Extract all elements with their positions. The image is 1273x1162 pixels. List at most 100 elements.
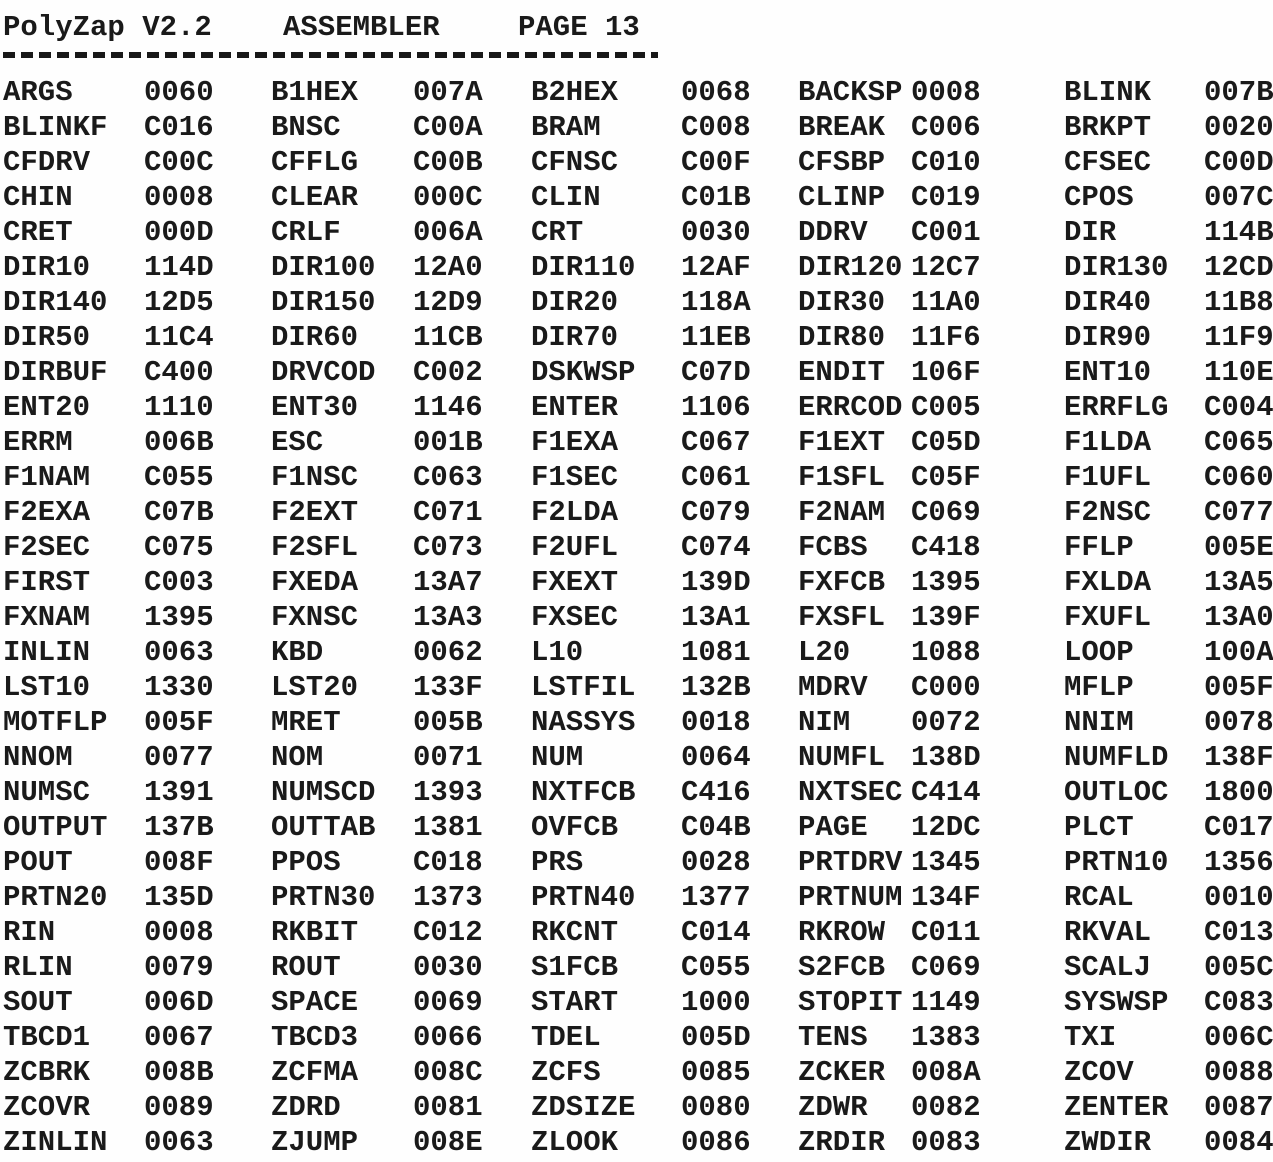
- symbol-address: 118A: [681, 286, 751, 319]
- symbol-name: PLCT: [1064, 811, 1134, 844]
- table-row: BLINKF C016 BNSC C00A BRAM C008 BREAK C006 BRKPT…: [3, 110, 1273, 145]
- symbol-name: RLIN: [3, 951, 73, 984]
- listing-type-label: ASSEMBLER: [283, 11, 440, 44]
- symbol-name: BLINK: [1064, 76, 1152, 109]
- symbol-address: 0008: [144, 916, 214, 949]
- symbol-address: C019: [911, 181, 981, 214]
- symbol-name: STOPIT: [798, 986, 903, 1019]
- symbol-name: CFNSC: [531, 146, 619, 179]
- symbol-address: 11F6: [911, 321, 981, 354]
- table-row: F2SEC C075 F2SFL C073 F2UFL C074 FCBS C418 FFLP 0…: [3, 530, 1273, 565]
- symbol-address: C079: [681, 496, 751, 529]
- table-row: DIR10 114D DIR100 12A0 DIR110 12AF DIR120 12C7 D…: [3, 250, 1273, 285]
- symbol-address: 0069: [413, 986, 483, 1019]
- table-row: ERRM 006B ESC 001B F1EXA C067 F1EXT C05D F1LDA C0…: [3, 425, 1273, 460]
- symbol-name: F2NSC: [1064, 496, 1152, 529]
- symbol-address: 1345: [911, 846, 981, 879]
- symbol-address: 007C: [1204, 181, 1273, 214]
- symbol-name: NUMFLD: [1064, 741, 1169, 774]
- symbol-name: CFSBP: [798, 146, 886, 179]
- symbol-name: CLINP: [798, 181, 886, 214]
- symbol-address: 000C: [413, 181, 483, 214]
- symbol-address: 1081: [681, 636, 751, 669]
- symbol-name: NXTFCB: [531, 776, 636, 809]
- symbol-address: 001B: [413, 426, 483, 459]
- symbol-name: PRTN20: [3, 881, 108, 914]
- symbol-address: 110E: [1204, 356, 1273, 389]
- symbol-address: C04B: [681, 811, 751, 844]
- symbol-address: 1330: [144, 671, 214, 704]
- symbol-name: FXSFL: [798, 601, 886, 634]
- symbol-address: 005B: [413, 706, 483, 739]
- symbol-address: C069: [911, 496, 981, 529]
- symbol-address: C055: [144, 461, 214, 494]
- symbol-name: F1EXT: [798, 426, 886, 459]
- symbol-name: DDRV: [798, 216, 868, 249]
- symbol-name: F2EXT: [271, 496, 359, 529]
- symbol-name: DIR20: [531, 286, 619, 319]
- symbol-name: F2LDA: [531, 496, 619, 529]
- symbol-name: OUTTAB: [271, 811, 376, 844]
- symbol-address: 0060: [144, 76, 214, 109]
- symbol-address: 1088: [911, 636, 981, 669]
- symbol-address: 0066: [413, 1021, 483, 1054]
- symbol-name: CFFLG: [271, 146, 359, 179]
- table-row: NUMSC 1391 NUMSCD 1393 NXTFCB C416 NXTSEC C414 O…: [3, 775, 1273, 810]
- symbol-address: C016: [144, 111, 214, 144]
- symbol-name: PRTNUM: [798, 881, 903, 914]
- symbol-name: L20: [798, 636, 851, 669]
- symbol-address: 0083: [911, 1126, 981, 1159]
- symbol-address: 12A0: [413, 251, 483, 284]
- symbol-name: ENT30: [271, 391, 359, 424]
- symbol-address: 0087: [1204, 1091, 1273, 1124]
- table-row: CRET 000D CRLF 006A CRT 0030 DDRV C001 DIR 114B: [3, 215, 1273, 250]
- symbol-name: ZINLIN: [3, 1126, 108, 1159]
- symbol-name: CFDRV: [3, 146, 91, 179]
- symbol-name: SOUT: [3, 986, 73, 1019]
- symbol-address: C017: [1204, 811, 1273, 844]
- symbol-address: C010: [911, 146, 981, 179]
- table-row: SOUT 006D SPACE 0069 START 1000 STOPIT 1149 SYSW…: [3, 985, 1273, 1020]
- table-row: OUTPUT 137B OUTTAB 1381 OVFCB C04B PAGE 12DC PLC…: [3, 810, 1273, 845]
- symbol-name: BREAK: [798, 111, 886, 144]
- symbol-name: BRKPT: [1064, 111, 1152, 144]
- symbol-address: 11C4: [144, 321, 214, 354]
- table-row: FXNAM 1395 FXNSC 13A3 FXSEC 13A1 FXSFL 139F FXUF…: [3, 600, 1273, 635]
- symbol-name: DIR40: [1064, 286, 1152, 319]
- symbol-name: ZCOV: [1064, 1056, 1134, 1089]
- symbol-address: 0030: [413, 951, 483, 984]
- symbol-address: 100A: [1204, 636, 1273, 669]
- symbol-address: 13A5: [1204, 566, 1273, 599]
- symbol-address: 005C: [1204, 951, 1273, 984]
- symbol-address: 1000: [681, 986, 751, 1019]
- symbol-name: DSKWSP: [531, 356, 636, 389]
- symbol-address: C063: [413, 461, 483, 494]
- symbol-name: POUT: [3, 846, 73, 879]
- table-row: RLIN 0079 ROUT 0030 S1FCB C055 S2FCB C069 SCALJ 0…: [3, 950, 1273, 985]
- symbol-address: 0078: [1204, 706, 1273, 739]
- symbol-name: B1HEX: [271, 76, 359, 109]
- symbol-name: F1UFL: [1064, 461, 1152, 494]
- symbol-name: START: [531, 986, 619, 1019]
- symbol-name: ZJUMP: [271, 1126, 359, 1159]
- symbol-address: 12D5: [144, 286, 214, 319]
- symbol-address: 0062: [413, 636, 483, 669]
- symbol-address: 12CD: [1204, 251, 1273, 284]
- symbol-address: 0010: [1204, 881, 1273, 914]
- dashed-divider: [3, 52, 658, 58]
- symbol-name: F2EXA: [3, 496, 91, 529]
- symbol-name: DIR80: [798, 321, 886, 354]
- table-row: DIRBUF C400 DRVCOD C002 DSKWSP C07D ENDIT 106F E…: [3, 355, 1273, 390]
- symbol-address: C061: [681, 461, 751, 494]
- symbol-name: BNSC: [271, 111, 341, 144]
- symbol-name: ZRDIR: [798, 1126, 886, 1159]
- symbol-address: 1381: [413, 811, 483, 844]
- symbol-address: 133F: [413, 671, 483, 704]
- table-row: ARGS 0060 B1HEX 007A B2HEX 0068 BACKSP 0008 BLIN…: [3, 75, 1273, 110]
- symbol-address: 0084: [1204, 1126, 1273, 1159]
- symbol-name: SYSWSP: [1064, 986, 1169, 1019]
- symbol-address: 008B: [144, 1056, 214, 1089]
- symbol-address: 11CB: [413, 321, 483, 354]
- symbol-name: TBCD3: [271, 1021, 359, 1054]
- symbol-name: DIR130: [1064, 251, 1169, 284]
